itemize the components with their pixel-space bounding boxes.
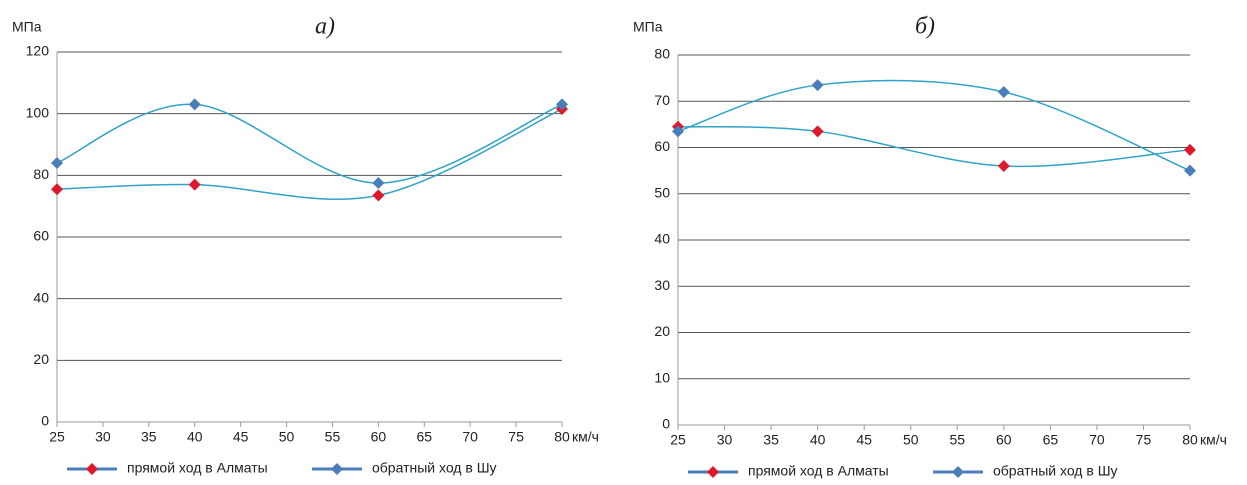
x-tick-label: 40	[810, 432, 826, 448]
x-tick-label: 40	[187, 429, 203, 445]
x-tick-label: 25	[49, 429, 65, 445]
chart-title: а)	[315, 14, 335, 40]
x-tick-label: 30	[717, 432, 733, 448]
y-tick-label: 70	[654, 92, 670, 108]
data-point	[51, 183, 63, 196]
x-tick-label: 60	[996, 432, 1012, 448]
y-tick-label: 100	[26, 104, 50, 120]
x-tick-label: 80	[554, 429, 570, 445]
y-tick-label: 80	[654, 46, 670, 62]
x-tick-label: 25	[670, 432, 686, 448]
x-tick-label: 30	[95, 429, 111, 445]
series-line	[56, 103, 563, 184]
data-point	[811, 125, 824, 138]
legend-marker	[331, 463, 343, 475]
x-tick-label: 75	[508, 429, 524, 445]
x-axis-label: км/ч	[572, 429, 599, 445]
y-tick-label: 50	[654, 184, 670, 200]
x-tick-label: 55	[325, 429, 341, 445]
data-point	[188, 178, 201, 191]
x-tick-label: 65	[1043, 432, 1059, 448]
legend-label: прямой ход в Алматы	[127, 460, 268, 476]
x-tick-label: 70	[1089, 432, 1105, 448]
x-tick-label: 45	[233, 429, 249, 445]
legend-label: обратный ход в Шу	[993, 463, 1118, 479]
y-tick-label: 20	[33, 351, 49, 367]
series-line	[677, 79, 1191, 172]
series-line	[56, 108, 563, 200]
x-tick-label: 75	[1136, 432, 1152, 448]
data-point	[997, 160, 1010, 172]
chart-title: б)	[915, 14, 935, 40]
y-tick-label: 30	[654, 277, 670, 293]
data-point	[1184, 143, 1196, 156]
y-tick-label: 60	[33, 228, 49, 244]
y-tick-label: 10	[654, 369, 670, 385]
y-tick-label: 0	[41, 413, 49, 429]
y-tick-label: 0	[662, 416, 670, 432]
data-point	[1184, 164, 1196, 177]
data-point	[372, 177, 385, 190]
legend-marker	[86, 463, 98, 475]
y-tick-label: 60	[654, 138, 670, 154]
data-point	[188, 98, 201, 111]
legend-marker	[952, 466, 964, 478]
x-tick-label: 65	[416, 429, 432, 445]
x-tick-label: 60	[371, 429, 387, 445]
y-tick-label: 40	[654, 231, 670, 247]
legend-label: обратный ход в Шу	[372, 460, 497, 476]
y-axis-label: МПа	[12, 19, 42, 35]
x-tick-label: 45	[856, 432, 872, 448]
legend-label: прямой ход в Алматы	[748, 463, 889, 479]
x-tick-label: 80	[1182, 432, 1198, 448]
data-point	[672, 125, 684, 138]
series-line	[677, 125, 1191, 168]
data-point	[372, 189, 385, 202]
x-tick-label: 50	[279, 429, 295, 445]
x-tick-label: 35	[141, 429, 157, 445]
legend-marker	[707, 466, 719, 478]
x-tick-label: 55	[949, 432, 965, 448]
y-axis-label: МПа	[633, 19, 663, 35]
x-tick-label: 35	[763, 432, 779, 448]
y-tick-label: 20	[654, 323, 670, 339]
data-point	[556, 98, 568, 111]
x-axis-label: км/ч	[1200, 432, 1227, 448]
data-point	[811, 79, 824, 92]
x-tick-label: 50	[903, 432, 919, 448]
data-point	[997, 86, 1010, 98]
y-tick-label: 40	[33, 289, 49, 305]
x-tick-label: 70	[462, 429, 478, 445]
data-point	[51, 157, 63, 169]
y-tick-label: 80	[33, 166, 49, 182]
y-tick-label: 120	[26, 43, 50, 59]
